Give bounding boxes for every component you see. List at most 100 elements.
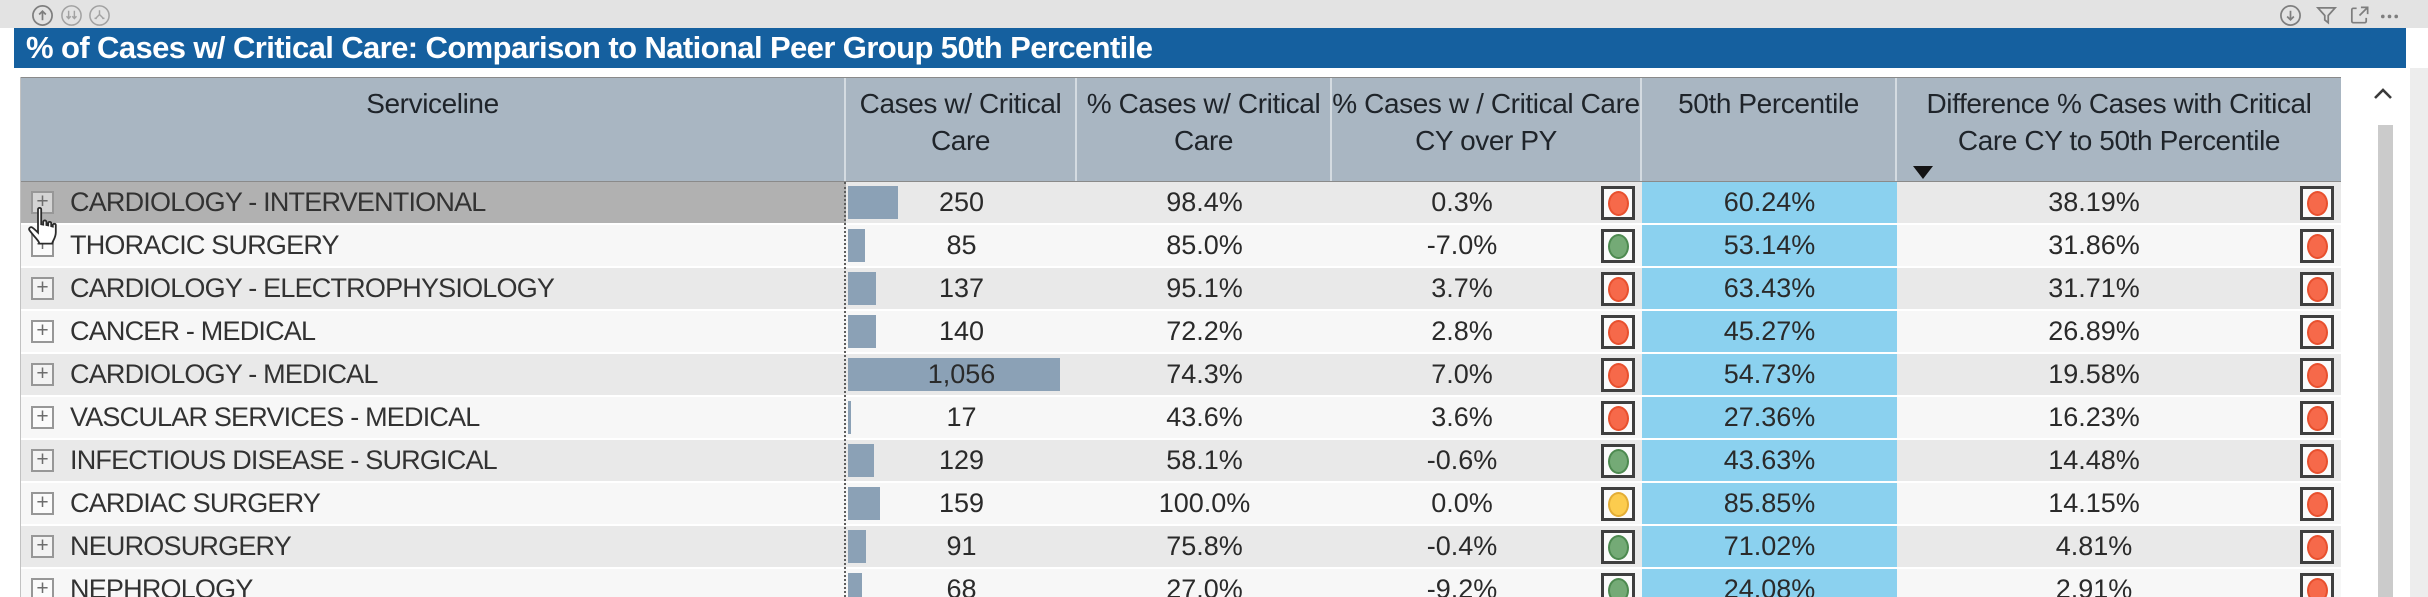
table-row[interactable]: + VASCULAR SERVICES - MEDICAL 17 43.6% 3…	[21, 397, 2341, 440]
table-row[interactable]: + CARDIOLOGY - INTERVENTIONAL 250 98.4% …	[21, 182, 2341, 225]
serviceline-cell[interactable]: + CANCER - MEDICAL	[21, 311, 846, 352]
cases-cell[interactable]: 250	[846, 182, 1077, 223]
serviceline-column-divider	[844, 182, 846, 597]
cy-over-py-cell[interactable]: -7.0%	[1332, 225, 1642, 266]
table-row[interactable]: + INFECTIOUS DISEASE - SURGICAL 129 58.1…	[21, 440, 2341, 483]
pct-cases-cell[interactable]: 75.8%	[1077, 526, 1332, 567]
percentile-cell[interactable]: 85.85%	[1642, 483, 1897, 524]
table-row[interactable]: + CARDIAC SURGERY 159 100.0% 0.0% 85.85%…	[21, 483, 2341, 526]
pct-cases-cell[interactable]: 100.0%	[1077, 483, 1332, 524]
pct-cases-cell[interactable]: 27.0%	[1077, 569, 1332, 597]
serviceline-cell[interactable]: + CARDIOLOGY - ELECTROPHYSIOLOGY	[21, 268, 846, 309]
cases-cell[interactable]: 159	[846, 483, 1077, 524]
serviceline-cell[interactable]: + CARDIOLOGY - INTERVENTIONAL	[21, 182, 846, 223]
table-row[interactable]: + NEPHROLOGY 68 27.0% -9.2% 24.08% 2.91%	[21, 569, 2341, 597]
column-header-serviceline[interactable]: Serviceline	[21, 78, 846, 181]
cases-cell[interactable]: 129	[846, 440, 1077, 481]
scrollbar-thumb[interactable]	[2378, 125, 2393, 597]
more-options-icon[interactable]	[2378, 4, 2401, 27]
mouse-cursor	[26, 206, 62, 251]
cy-over-py-cell[interactable]: 3.7%	[1332, 268, 1642, 309]
serviceline-cell[interactable]: + CARDIOLOGY - MEDICAL	[21, 354, 846, 395]
pct-cases-value: 27.0%	[1166, 574, 1243, 597]
cy-over-py-cell[interactable]: 7.0%	[1332, 354, 1642, 395]
percentile-cell[interactable]: 45.27%	[1642, 311, 1897, 352]
cy-over-py-cell[interactable]: -9.2%	[1332, 569, 1642, 597]
serviceline-cell[interactable]: + CARDIAC SURGERY	[21, 483, 846, 524]
cases-cell[interactable]: 1,056	[846, 354, 1077, 395]
serviceline-cell[interactable]: + VASCULAR SERVICES - MEDICAL	[21, 397, 846, 438]
expand-all-icon[interactable]	[88, 4, 111, 27]
pct-cases-cell[interactable]: 85.0%	[1077, 225, 1332, 266]
expand-plus-icon[interactable]: +	[31, 406, 54, 429]
table-row[interactable]: + CARDIOLOGY - MEDICAL 1,056 74.3% 7.0% …	[21, 354, 2341, 397]
cy-over-py-cell[interactable]: 2.8%	[1332, 311, 1642, 352]
percentile-cell[interactable]: 53.14%	[1642, 225, 1897, 266]
percentile-cell[interactable]: 24.08%	[1642, 569, 1897, 597]
column-header-pct-cases[interactable]: % Cases w/ Critical Care	[1077, 78, 1332, 181]
expand-plus-icon[interactable]: +	[31, 535, 54, 558]
difference-cell[interactable]: 31.71%	[1897, 268, 2341, 309]
table-row[interactable]: + THORACIC SURGERY 85 85.0% -7.0% 53.14%…	[21, 225, 2341, 268]
column-header-difference[interactable]: Difference % Cases with Critical Care CY…	[1897, 78, 2341, 181]
cy-over-py-cell[interactable]: 0.0%	[1332, 483, 1642, 524]
column-header-cases[interactable]: Cases w/ Critical Care	[846, 78, 1077, 181]
percentile-cell[interactable]: 43.63%	[1642, 440, 1897, 481]
drill-down-icon[interactable]	[2279, 4, 2302, 27]
difference-cell[interactable]: 26.89%	[1897, 311, 2341, 352]
vertical-scrollbar[interactable]	[2344, 77, 2406, 597]
percentile-cell[interactable]: 71.02%	[1642, 526, 1897, 567]
percentile-cell[interactable]: 63.43%	[1642, 268, 1897, 309]
cy-over-py-cell[interactable]: -0.4%	[1332, 526, 1642, 567]
cy-over-py-cell[interactable]: 3.6%	[1332, 397, 1642, 438]
cases-cell[interactable]: 85	[846, 225, 1077, 266]
cy-over-py-status-icon	[1601, 358, 1635, 392]
focus-mode-icon[interactable]	[2348, 4, 2371, 27]
difference-cell[interactable]: 31.86%	[1897, 225, 2341, 266]
column-header-50th-percentile[interactable]: 50th Percentile	[1642, 78, 1897, 181]
serviceline-cell[interactable]: + NEPHROLOGY	[21, 569, 846, 597]
difference-cell[interactable]: 19.58%	[1897, 354, 2341, 395]
cases-cell[interactable]: 137	[846, 268, 1077, 309]
cases-cell[interactable]: 17	[846, 397, 1077, 438]
table-row[interactable]: + NEUROSURGERY 91 75.8% -0.4% 71.02% 4.8…	[21, 526, 2341, 569]
expand-plus-icon[interactable]: +	[31, 578, 54, 597]
pct-cases-cell[interactable]: 98.4%	[1077, 182, 1332, 223]
expand-plus-icon[interactable]: +	[31, 492, 54, 515]
serviceline-cell[interactable]: + NEUROSURGERY	[21, 526, 846, 567]
difference-cell[interactable]: 14.15%	[1897, 483, 2341, 524]
table-row[interactable]: + CARDIOLOGY - ELECTROPHYSIOLOGY 137 95.…	[21, 268, 2341, 311]
cases-cell[interactable]: 140	[846, 311, 1077, 352]
cases-cell[interactable]: 91	[846, 526, 1077, 567]
pct-cases-cell[interactable]: 74.3%	[1077, 354, 1332, 395]
visual-header-toolbar	[0, 0, 2428, 28]
expand-plus-icon[interactable]: +	[31, 320, 54, 343]
expand-plus-icon[interactable]: +	[31, 191, 54, 214]
difference-cell[interactable]: 38.19%	[1897, 182, 2341, 223]
cases-cell[interactable]: 68	[846, 569, 1077, 597]
expand-plus-icon[interactable]: +	[31, 363, 54, 386]
cy-over-py-cell[interactable]: 0.3%	[1332, 182, 1642, 223]
difference-cell[interactable]: 14.48%	[1897, 440, 2341, 481]
expand-plus-icon[interactable]: +	[31, 449, 54, 472]
difference-cell[interactable]: 4.81%	[1897, 526, 2341, 567]
drill-down-double-icon[interactable]	[60, 4, 83, 27]
filter-icon[interactable]	[2315, 4, 2338, 27]
pct-cases-cell[interactable]: 95.1%	[1077, 268, 1332, 309]
difference-cell[interactable]: 2.91%	[1897, 569, 2341, 597]
drill-up-icon[interactable]	[31, 4, 54, 27]
serviceline-cell[interactable]: + INFECTIOUS DISEASE - SURGICAL	[21, 440, 846, 481]
pct-cases-cell[interactable]: 72.2%	[1077, 311, 1332, 352]
scroll-up-icon[interactable]	[2372, 86, 2394, 107]
table-row[interactable]: + CANCER - MEDICAL 140 72.2% 2.8% 45.27%…	[21, 311, 2341, 354]
column-header-cy-over-py[interactable]: % Cases w / Critical Care CY over PY	[1332, 78, 1642, 181]
pct-cases-cell[interactable]: 58.1%	[1077, 440, 1332, 481]
expand-plus-icon[interactable]: +	[31, 277, 54, 300]
pct-cases-cell[interactable]: 43.6%	[1077, 397, 1332, 438]
percentile-cell[interactable]: 54.73%	[1642, 354, 1897, 395]
difference-cell[interactable]: 16.23%	[1897, 397, 2341, 438]
percentile-cell[interactable]: 27.36%	[1642, 397, 1897, 438]
percentile-cell[interactable]: 60.24%	[1642, 182, 1897, 223]
serviceline-cell[interactable]: + THORACIC SURGERY	[21, 225, 846, 266]
cy-over-py-cell[interactable]: -0.6%	[1332, 440, 1642, 481]
